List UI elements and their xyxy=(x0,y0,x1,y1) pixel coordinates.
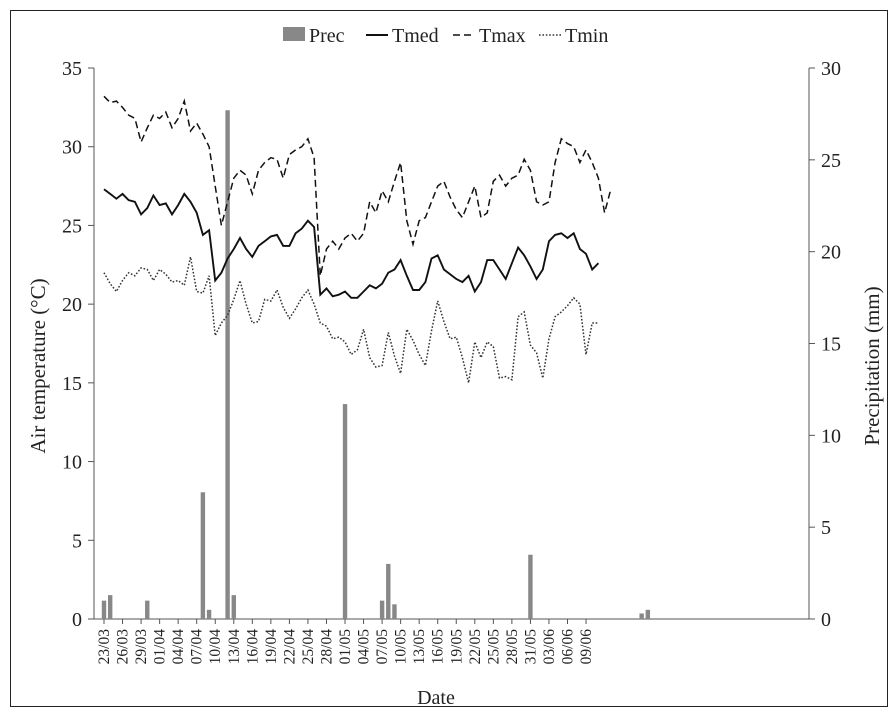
prec-bar xyxy=(145,600,150,619)
legend-label-prec: Prec xyxy=(309,25,345,47)
y2-axis-label: Precipitation (mm) xyxy=(860,286,884,445)
series-tmax xyxy=(103,95,612,276)
y-tick-label: 35 xyxy=(62,58,82,80)
x-tick-label: 16/04 xyxy=(244,629,261,665)
y-tick-label: 25 xyxy=(62,215,82,237)
series-tmin xyxy=(103,256,599,384)
y-tick-label: 15 xyxy=(62,373,82,395)
prec-bar xyxy=(379,600,385,619)
series-tmed xyxy=(103,188,600,299)
x-tick-label: 22/04 xyxy=(281,629,298,665)
y2-tick-label: 0 xyxy=(821,609,831,631)
x-tick-label: 31/05 xyxy=(522,629,539,665)
x-tick-label: 07/04 xyxy=(189,629,206,665)
legend-label-tmed: Tmed xyxy=(392,25,439,47)
chart-svg: Prec Tmed Tmax Tmin 0 5 10 15 20 25 30 35 0 5 10 15 20 2… xyxy=(26,25,884,708)
x-tick-label: 26/03 xyxy=(115,629,132,665)
x-tick-label: 29/03 xyxy=(133,629,150,665)
prec-bar xyxy=(639,613,644,619)
prec-bar xyxy=(528,554,533,619)
y2-tick-label: 5 xyxy=(821,517,831,539)
x-tick-label: 16/05 xyxy=(430,629,447,665)
prec-bar xyxy=(200,492,206,619)
y2-tick-label: 30 xyxy=(821,58,841,80)
y2-tick-label: 15 xyxy=(821,334,841,356)
x-tick-label: 13/04 xyxy=(226,629,243,665)
x-tick-label: 19/05 xyxy=(448,629,465,665)
prec-bar xyxy=(206,609,212,619)
y-tick-label: 0 xyxy=(72,609,82,631)
x-tick-label: 25/05 xyxy=(485,629,502,665)
x-tick-label: 10/05 xyxy=(393,629,410,665)
x-tick-label: 01/04 xyxy=(152,629,169,665)
x-tick-label: 07/05 xyxy=(374,629,391,665)
x-axis-label: Date xyxy=(417,687,455,708)
prec-bar xyxy=(342,404,348,619)
y2-tick-label: 25 xyxy=(821,150,841,172)
chart-frame: Prec Tmed Tmax Tmin 0 5 10 15 20 25 30 35 0 5 10 15 20 2… xyxy=(10,10,888,708)
x-tick-label: 28/05 xyxy=(504,629,521,665)
y-tick-label: 20 xyxy=(62,294,82,316)
prec-bar xyxy=(225,110,230,619)
temperature-lines xyxy=(103,95,612,384)
x-tick-label: 04/04 xyxy=(170,629,187,665)
prec-bar xyxy=(231,595,236,619)
x-tick-label: 01/05 xyxy=(337,629,354,665)
prec-bar xyxy=(386,563,391,619)
y-tick-label: 10 xyxy=(62,452,82,474)
x-tick-label: 03/06 xyxy=(541,629,558,665)
x-tick-label: 09/06 xyxy=(578,629,595,665)
x-tick-label: 13/05 xyxy=(411,629,428,665)
prec-bar xyxy=(645,609,651,619)
y-tick-label: 30 xyxy=(62,137,82,159)
y-tick-label: 5 xyxy=(72,530,82,552)
x-tick-label: 06/06 xyxy=(560,629,577,665)
legend-label-tmin: Tmin xyxy=(565,25,608,47)
prec-bar xyxy=(101,600,107,619)
chart-axes: 0 5 10 15 20 25 30 35 0 5 10 15 20 25 30 23/03 26/03 29/0… xyxy=(62,58,841,664)
precip-bars xyxy=(101,110,651,619)
chart-legend: Prec Tmed Tmax Tmin xyxy=(283,25,608,47)
prec-bar xyxy=(392,604,397,619)
x-tick-label: 19/04 xyxy=(263,629,280,665)
x-tick-label: 10/04 xyxy=(207,629,224,665)
prec-bar xyxy=(107,595,113,619)
x-tick-label: 22/05 xyxy=(467,629,484,665)
x-tick-label: 23/03 xyxy=(96,629,113,665)
y2-tick-label: 10 xyxy=(821,425,841,447)
y-axis-label: Air temperature (°C) xyxy=(26,278,50,453)
x-tick-label: 28/04 xyxy=(318,629,335,665)
legend-label-tmax: Tmax xyxy=(479,25,526,47)
x-tick-label: 04/05 xyxy=(356,629,373,665)
x-tick-label: 25/04 xyxy=(300,629,317,665)
legend-swatch-prec xyxy=(283,27,305,41)
y2-tick-label: 20 xyxy=(821,242,841,264)
